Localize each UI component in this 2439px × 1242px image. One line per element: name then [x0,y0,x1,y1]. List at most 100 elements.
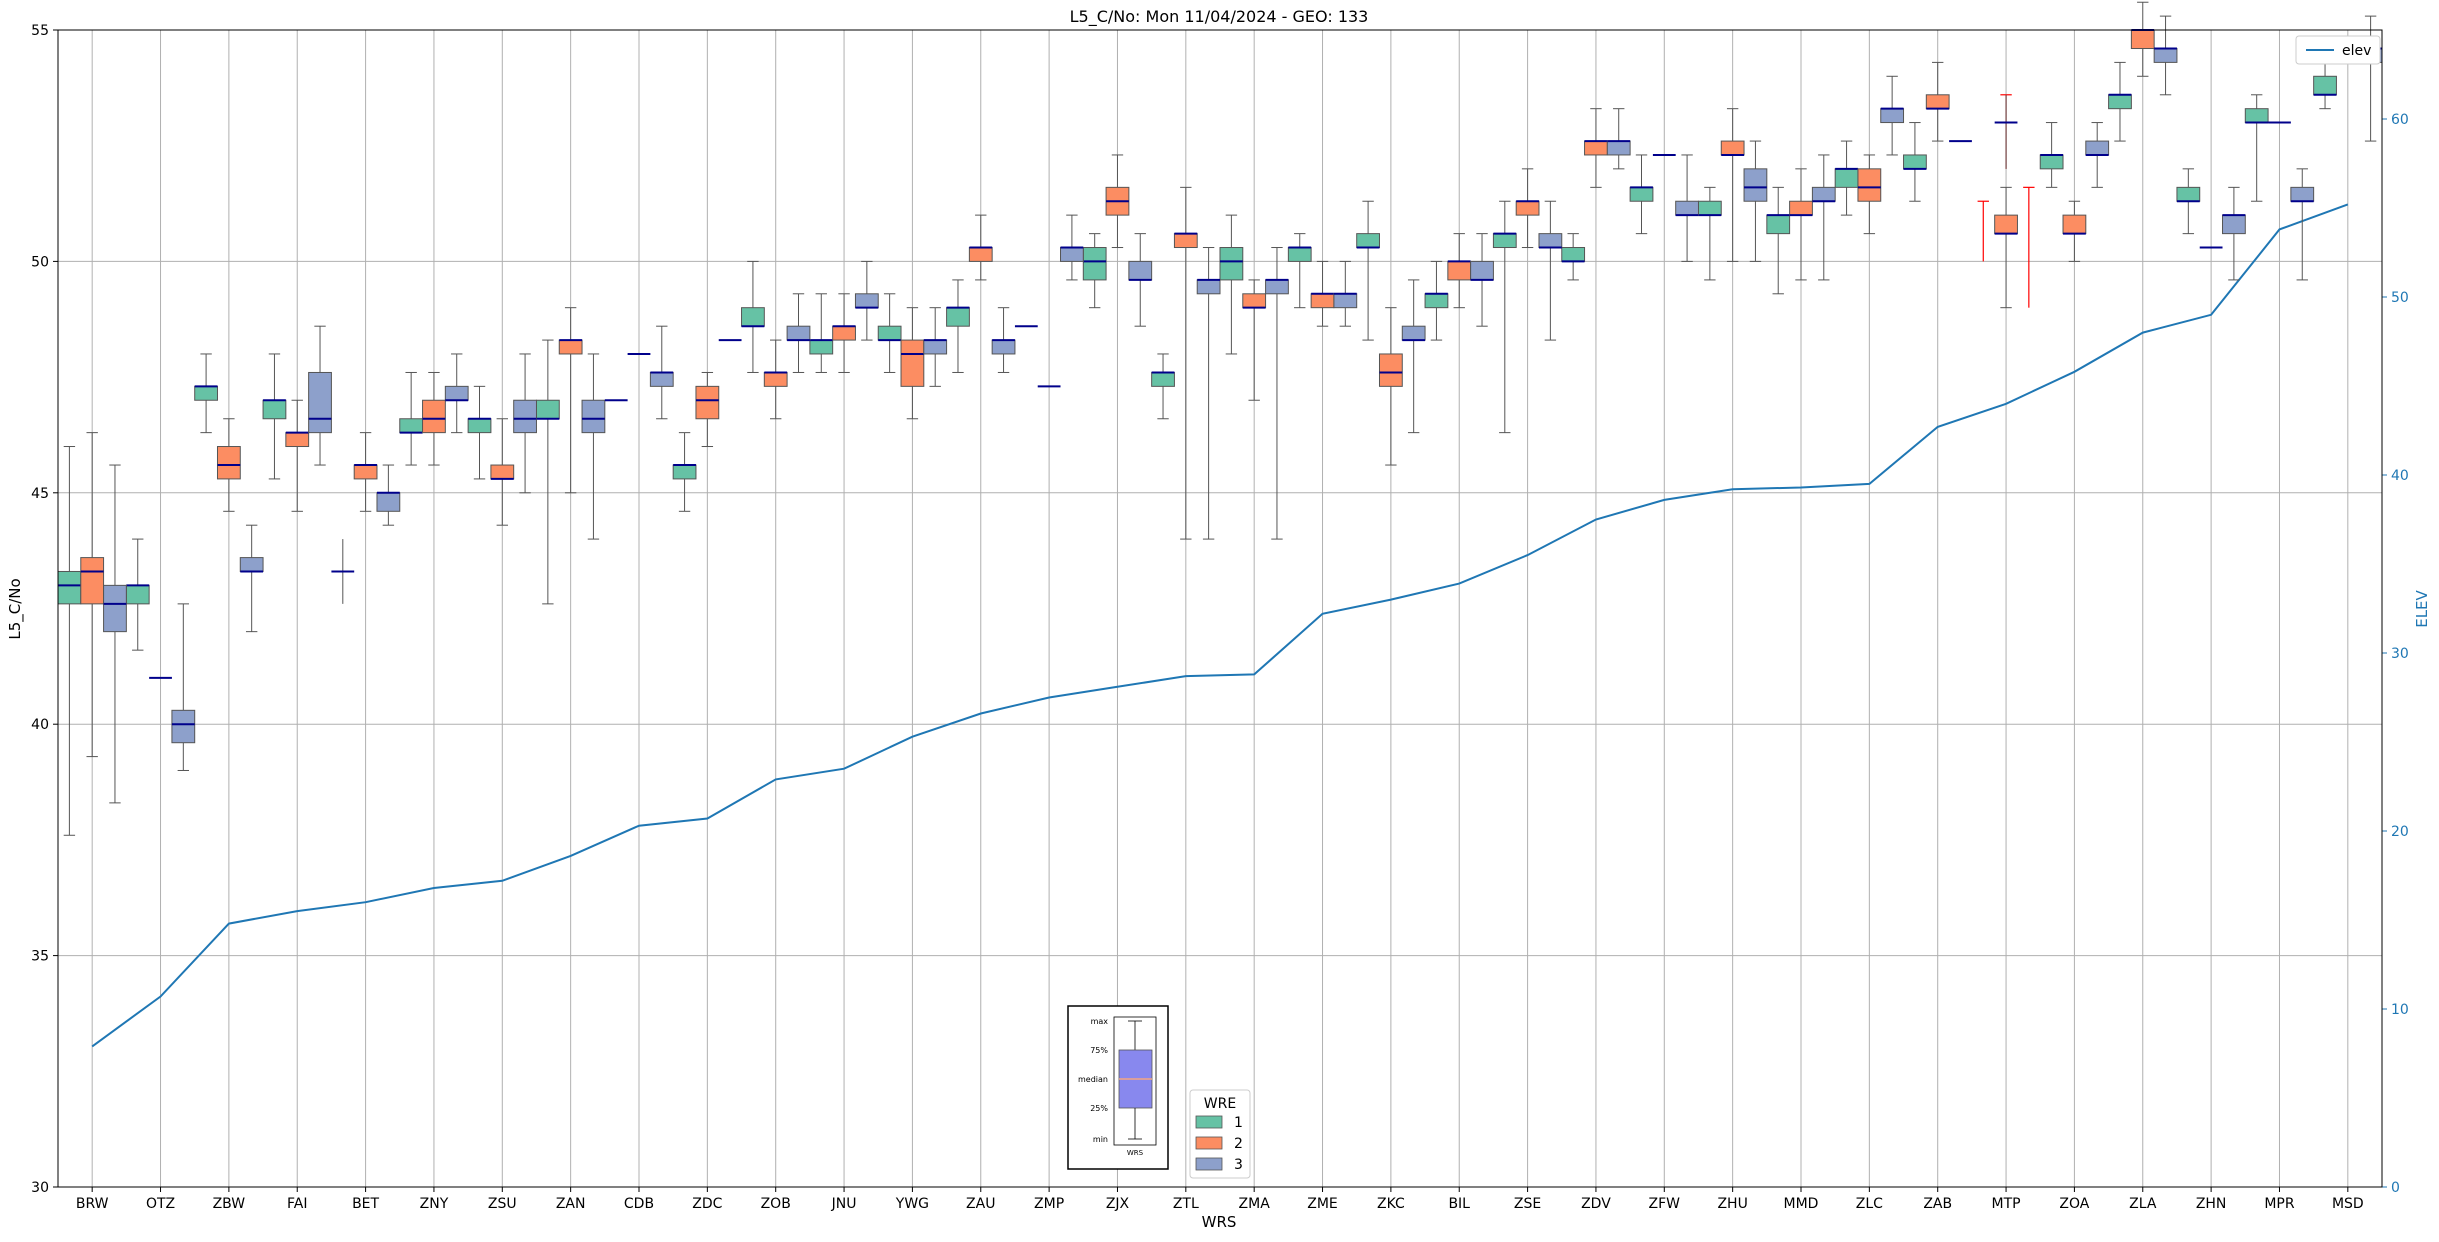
box-wre-1 [1287,247,1312,262]
box-wre-2 [900,339,925,387]
box-wre-3 [649,371,674,387]
box-wre-3 [1811,186,1836,202]
box-layer [57,1,2383,836]
box-wre-1 [194,385,218,401]
x-tick-label: ZHN [2196,1196,2227,1212]
x-tick-label: ZOA [2059,1196,2089,1212]
x-tick-label: BIL [1448,1196,1470,1212]
x-tick-label: YWG [895,1196,929,1212]
x-tick-label: ZLA [2129,1196,2157,1212]
x-tick-label: ZAU [966,1196,995,1212]
box-wre-1 [467,418,492,434]
x-tick-label: ZJX [1106,1196,1130,1212]
box-wre-1 [1492,233,1517,249]
box-wre-1 [741,307,765,327]
box-wre-1 [57,570,82,605]
box-wre-3 [923,339,948,355]
y2-tick-label: 50 [2391,290,2409,306]
y2-tick-label: 10 [2391,1002,2409,1018]
key-label-q1: 25% [1090,1104,1108,1113]
wre-legend: WRE 1 2 3 [1189,1089,1251,1179]
box-wre-3 [1880,108,1905,124]
y2-tick-label: 40 [2391,468,2409,484]
box-wre-1 [1561,247,1586,262]
box-wre-3 [1333,293,1358,309]
x-tick-label: ZTL [1173,1196,1199,1212]
wre-legend-swatch-1 [1195,1115,1223,1129]
elev-series-line [91,203,2349,1048]
x-tick-label: ZMP [1034,1196,1064,1212]
x-tick-label: OTZ [146,1196,175,1212]
x-axis-label: WRS [1202,1213,1237,1231]
box-wre-1 [1766,214,1791,235]
wre-legend-label-1: 1 [1234,1115,1243,1131]
box-wre-1 [1082,247,1107,281]
box-wre-3 [513,399,537,434]
key-label-median: median [1078,1075,1108,1084]
y2-tick-label: 60 [2391,112,2409,128]
box-wre-3 [1743,168,1768,202]
box-wre-2 [763,371,788,387]
x-tick-label: ZAB [1923,1196,1952,1212]
y-tick-label: 55 [31,23,49,39]
box-wre-3 [2153,48,2178,63]
box-wre-2 [968,247,993,262]
y-tick-label: 30 [31,1180,49,1196]
box-key: max 75% median 25% min WRS [1067,1005,1169,1170]
box-wre-1 [1629,186,1654,202]
x-tick-label: ZBW [213,1196,246,1212]
box-wre-1 [1697,200,1722,216]
x-tick-label: ZKC [1377,1196,1405,1212]
box-wre-2 [1925,94,1950,110]
box-wre-1 [1834,168,1859,188]
box-wre-1 [2108,94,2132,110]
box-wre-1 [809,339,834,355]
box-wre-2 [422,399,446,434]
x-tick-label: CDB [624,1196,654,1212]
box-wre-3 [854,293,879,309]
x-tick-label: ZMA [1239,1196,1271,1212]
box-wre-3 [1470,260,1494,281]
box-wre-2 [1447,260,1472,281]
box-wre-1 [399,418,424,434]
box-wre-3 [1060,247,1084,262]
box-wre-2 [1378,353,1403,387]
y-tick-label: 45 [31,486,49,502]
box-wre-3 [1606,140,1631,156]
box-wre-3 [2085,140,2110,156]
box-wre-3 [1538,233,1563,249]
box-wre-2 [558,339,583,355]
box-wre-2 [285,432,310,448]
box-wre-2 [1789,200,1813,216]
box-wre-3 [1196,279,1221,295]
x-tick-label: MSD [2332,1196,2364,1212]
y2-tick-label: 0 [2391,1180,2400,1196]
x-tick-label: ZHU [1717,1196,1747,1212]
box-wre-3 [2222,214,2246,235]
x-tick-label: ZOB [761,1196,791,1212]
y-tick-label: 40 [31,717,49,733]
box-wre-2 [1310,293,1335,309]
chart-title: L5_C/No: Mon 11/04/2024 - GEO: 133 [1070,7,1369,27]
box-wre-1 [672,464,697,480]
box-wre-3 [103,584,127,633]
box-wre-1 [2313,75,2337,96]
box-wre-1 [946,307,970,327]
y-tick-label: 35 [31,949,49,965]
box-wre-2 [1994,214,2018,235]
x-tick-label: MTP [1992,1196,2021,1212]
x-tick-label: ZME [1307,1196,1338,1212]
box-wre-1 [2176,186,2201,202]
key-caption: WRS [1127,1149,1144,1157]
box-wre-2 [1242,293,1267,309]
key-label-max: max [1091,1017,1109,1026]
box-wre-2 [832,325,856,341]
box-wre-2 [80,557,105,605]
box-wre-1 [1424,293,1449,309]
box-wre-3 [1675,200,1699,216]
x-tick-label: ZSE [1514,1196,1541,1212]
box-wre-2 [353,464,378,480]
box-wre-2 [216,446,241,480]
